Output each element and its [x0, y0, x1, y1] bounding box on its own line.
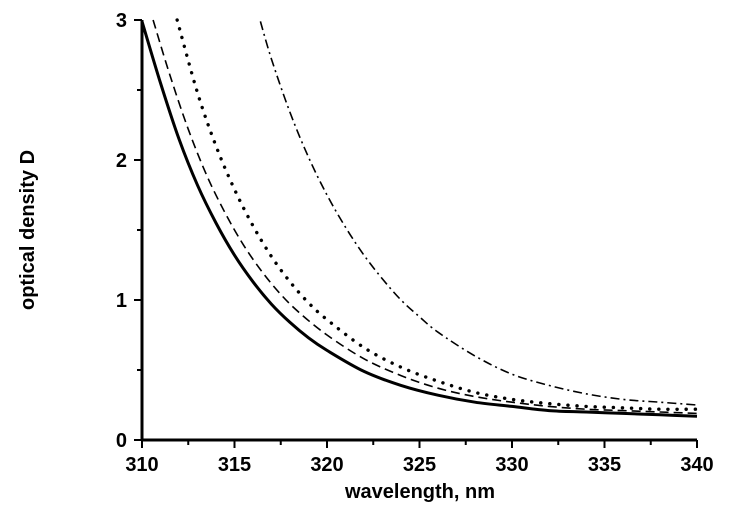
x-tick-label: 320 [310, 454, 343, 476]
series-line-dash-dot [259, 21, 698, 406]
series-line-solid [140, 20, 698, 418]
y-axis-title: optical density D [17, 150, 39, 310]
y-tick-label: 2 [116, 150, 127, 172]
x-tick-label: 340 [680, 454, 713, 476]
tick-labels: 310 315 320 325 330 335 340 0 1 2 3 [116, 10, 714, 476]
series-group [140, 18, 699, 418]
x-tick-label: 330 [495, 454, 528, 476]
x-tick-label: 315 [218, 454, 251, 476]
y-tick-label: 3 [116, 10, 127, 32]
y-tick-label: 1 [116, 290, 127, 312]
series-line-dotted [175, 18, 699, 412]
tick-marks [134, 19, 698, 448]
x-tick-label: 325 [403, 454, 436, 476]
x-tick-label: 335 [588, 454, 621, 476]
x-tick-label: 310 [125, 454, 158, 476]
axes [140, 20, 697, 442]
x-axis-title: wavelength, nm [344, 481, 495, 503]
y-tick-label: 0 [116, 430, 127, 452]
series-line-dashed [152, 19, 698, 415]
